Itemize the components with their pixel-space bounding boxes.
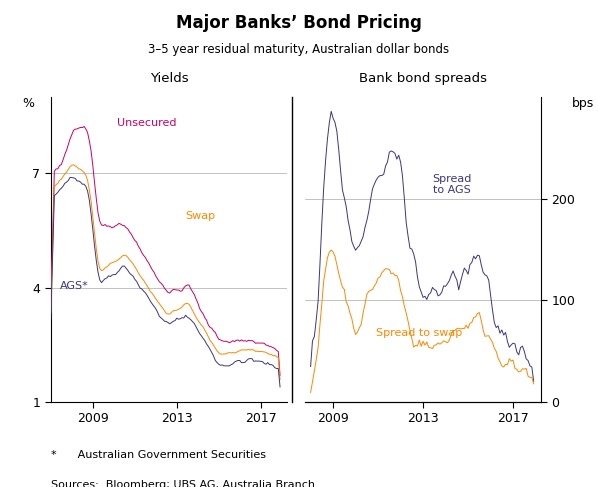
Text: Spread to swap: Spread to swap xyxy=(376,328,462,338)
Text: %: % xyxy=(23,97,35,111)
Text: bps: bps xyxy=(572,97,594,111)
Text: Yields: Yields xyxy=(150,72,188,85)
Text: Swap: Swap xyxy=(185,211,216,221)
Text: Unsecured: Unsecured xyxy=(117,118,176,128)
Text: Major Banks’ Bond Pricing: Major Banks’ Bond Pricing xyxy=(176,14,422,32)
Text: Spread
to AGS: Spread to AGS xyxy=(432,174,472,195)
Text: Sources:  Bloomberg; UBS AG, Australia Branch: Sources: Bloomberg; UBS AG, Australia Br… xyxy=(51,480,315,487)
Text: *      Australian Government Securities: * Australian Government Securities xyxy=(51,450,266,461)
Text: AGS*: AGS* xyxy=(60,281,89,291)
Text: Bank bond spreads: Bank bond spreads xyxy=(359,72,487,85)
Text: 3–5 year residual maturity, Australian dollar bonds: 3–5 year residual maturity, Australian d… xyxy=(148,43,450,56)
